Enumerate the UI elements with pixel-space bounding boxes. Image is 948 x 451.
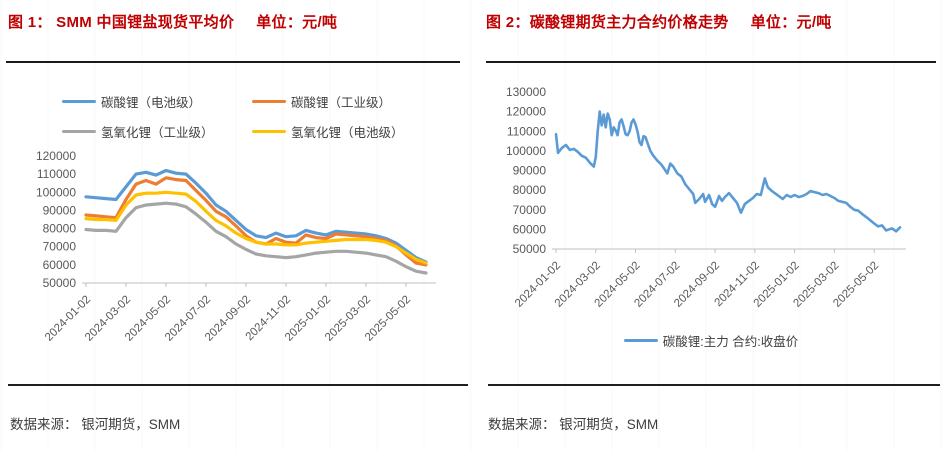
figure2-unit: 单位：元/吨 <box>750 14 832 31</box>
panel-figure-2: 图 2：碳酸锂期货主力合约价格走势 单位：元/吨 2024-01-02 2024-0… <box>474 0 948 451</box>
figure2-caption: 图 2：碳酸锂期货主力合约价格走势 <box>486 14 729 31</box>
svg-text:70000: 70000 <box>43 240 77 254</box>
legend-line-swatch-gray <box>62 130 96 133</box>
svg-text:120000: 120000 <box>506 105 546 119</box>
lithium-spot-price-line-chart: 2024-01-022024-03-022024-05-022024-07-02… <box>36 149 436 344</box>
svg-text:70000: 70000 <box>513 203 547 217</box>
svg-text:90000: 90000 <box>43 203 77 217</box>
legend-line-swatch-blue <box>62 100 96 103</box>
figure1-legend: 碳酸锂（电池级） 碳酸锂（工业级） 氢氧化锂（工业级） 氢氧化锂（电池级） <box>62 92 414 141</box>
svg-text:110000: 110000 <box>37 167 76 181</box>
figure1-source: 数据来源： 银河期货，SMM <box>10 417 181 432</box>
figure2-source: 数据来源： 银河期货，SMM <box>488 417 659 432</box>
svg-text:80000: 80000 <box>43 222 77 236</box>
legend-line-swatch-blue <box>623 339 658 342</box>
svg-text:50000: 50000 <box>43 276 77 290</box>
legend-line-swatch-yellow <box>252 130 286 133</box>
legend-label: 氢氧化锂（电池级） <box>291 126 404 140</box>
figure1-footer-divider <box>8 384 468 386</box>
figure2-footer-divider <box>488 384 940 386</box>
legend-item-futures-close: 碳酸锂:主力 合约:收盘价 <box>623 331 799 350</box>
legend-label: 碳酸锂（电池级） <box>101 96 202 110</box>
figure1-title: 图 1： SMM 中国锂盐现货平均价 单位：元/吨 <box>8 11 337 32</box>
lithium-futures-price-line-chart: 2024-01-022024-03-022024-05-022024-07-02… <box>506 85 906 310</box>
legend-line-swatch-orange <box>252 100 286 103</box>
legend-label: 碳酸锂:主力 合约:收盘价 <box>662 335 799 349</box>
figure1-title-divider <box>6 61 460 63</box>
svg-text:120000: 120000 <box>36 149 76 163</box>
svg-text:110000: 110000 <box>507 124 546 138</box>
figure1-caption: 图 1： SMM 中国锂盐现货平均价 <box>8 14 235 31</box>
svg-text:60000: 60000 <box>43 258 77 272</box>
legend-label: 碳酸锂（工业级） <box>291 96 392 110</box>
figure2-title: 图 2：碳酸锂期货主力合约价格走势 单位：元/吨 <box>486 11 832 32</box>
figure1-unit: 单位：元/吨 <box>256 14 338 31</box>
legend-item-hydroxide-industrial: 氢氧化锂（工业级） <box>62 122 252 141</box>
svg-text:90000: 90000 <box>513 164 547 178</box>
panel-figure-1: 图 1： SMM 中国锂盐现货平均价 单位：元/吨 碳酸锂（电池级） 碳酸锂（工业… <box>6 11 468 432</box>
svg-text:100000: 100000 <box>506 144 546 158</box>
legend-item-carbonate-industrial: 碳酸锂（工业级） <box>252 92 414 111</box>
figure2-title-divider <box>486 61 936 63</box>
figure2-legend: 碳酸锂:主力 合约:收盘价 <box>474 331 948 350</box>
legend-item-hydroxide-battery: 氢氧化锂（电池级） <box>252 122 414 141</box>
svg-text:50000: 50000 <box>513 242 547 256</box>
svg-text:130000: 130000 <box>506 85 546 99</box>
svg-text:60000: 60000 <box>513 222 547 236</box>
svg-text:100000: 100000 <box>36 185 76 199</box>
legend-item-carbonate-battery: 碳酸锂（电池级） <box>62 92 252 111</box>
legend-label: 氢氧化锂（工业级） <box>101 126 214 140</box>
svg-text:80000: 80000 <box>513 183 547 197</box>
